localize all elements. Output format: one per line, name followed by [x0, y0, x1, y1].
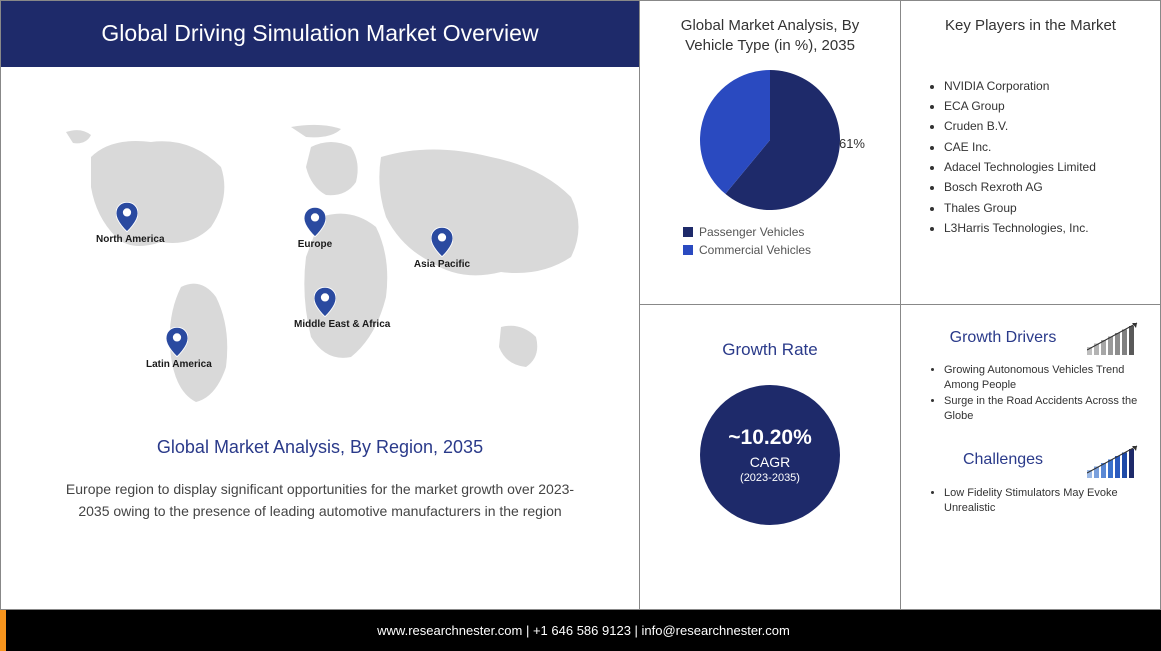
players-panel: Key Players in the Market NVIDIA Corpora…	[901, 0, 1161, 305]
player-item: L3Harris Technologies, Inc.	[944, 218, 1142, 238]
footer-bar: www.researchnester.com | +1 646 586 9123…	[0, 610, 1161, 651]
growth-rate-title: Growth Rate	[658, 340, 882, 360]
map-pin: Latin America	[166, 327, 188, 362]
player-item: Bosch Rexroth AG	[944, 177, 1142, 197]
challenge-item: Low Fidelity Stimulators May Evoke Unrea…	[944, 486, 1142, 517]
main-title: Global Driving Simulation Market Overvie…	[1, 1, 639, 67]
growth-years: (2023-2035)	[740, 472, 800, 484]
pie-chart	[695, 65, 845, 215]
drivers-panel: Growth Drivers Growing Autonomous Vehicl…	[901, 305, 1161, 610]
region-analysis-desc: Europe region to display significant opp…	[61, 478, 579, 523]
growth-drivers-list: Growing Autonomous Vehicles Trend Among …	[919, 363, 1142, 425]
world-map-area: North America Latin America Europe Middle E…	[1, 67, 639, 427]
player-item: Cruden B.V.	[944, 116, 1142, 136]
growth-rate-panel: Growth Rate ~10.20% CAGR (2023-2035)	[640, 305, 901, 610]
players-title: Key Players in the Market	[919, 16, 1142, 36]
player-item: Thales Group	[944, 198, 1142, 218]
growth-circle: ~10.20% CAGR (2023-2035)	[700, 385, 840, 525]
legend-item: Commercial Vehicles	[683, 243, 882, 257]
map-pin: Europe	[304, 207, 326, 242]
player-item: Adacel Technologies Limited	[944, 157, 1142, 177]
challenges-title: Challenges	[919, 451, 1087, 469]
pie-title: Global Market Analysis, By Vehicle Type …	[658, 16, 882, 55]
overview-panel: Global Driving Simulation Market Overvie…	[0, 0, 640, 610]
challenges-list: Low Fidelity Stimulators May Evoke Unrea…	[919, 486, 1142, 517]
map-pin: North America	[116, 202, 138, 237]
pie-pct-label: 61%	[839, 136, 865, 151]
driver-item: Surge in the Road Accidents Across the G…	[944, 394, 1142, 425]
challenges-bars-icon	[1087, 443, 1142, 478]
growth-cagr: CAGR	[750, 454, 790, 470]
pie-legend: Passenger Vehicles Commercial Vehicles	[658, 225, 882, 257]
region-analysis-block: Global Market Analysis, By Region, 2035 …	[1, 427, 639, 543]
growth-drivers-title: Growth Drivers	[919, 329, 1087, 347]
map-pin: Middle East & Africa	[314, 287, 336, 322]
player-item: CAE Inc.	[944, 137, 1142, 157]
player-item: ECA Group	[944, 96, 1142, 116]
map-pin: Asia Pacific	[431, 227, 453, 262]
driver-item: Growing Autonomous Vehicles Trend Among …	[944, 363, 1142, 394]
legend-item: Passenger Vehicles	[683, 225, 882, 239]
player-item: NVIDIA Corporation	[944, 76, 1142, 96]
region-analysis-title: Global Market Analysis, By Region, 2035	[61, 437, 579, 458]
players-list: NVIDIA CorporationECA GroupCruden B.V.CA…	[919, 76, 1142, 239]
growth-pct: ~10.20%	[728, 426, 812, 450]
pie-panel: Global Market Analysis, By Vehicle Type …	[640, 0, 901, 305]
growth-bars-icon	[1087, 320, 1142, 355]
